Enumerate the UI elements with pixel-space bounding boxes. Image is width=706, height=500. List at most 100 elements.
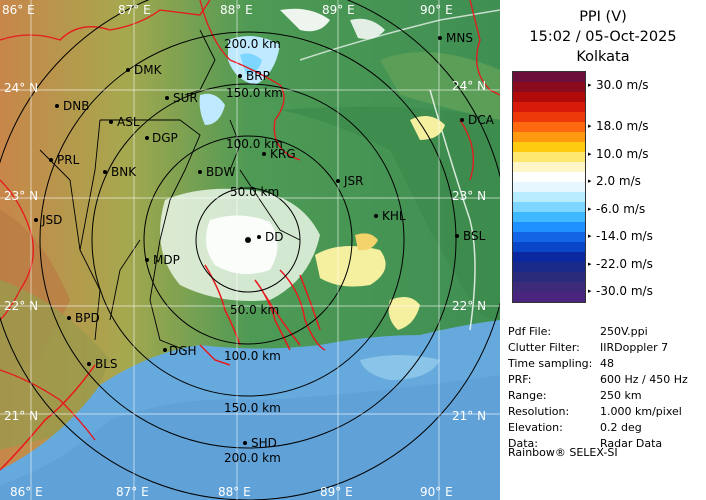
metadata-key: Pdf File: (508, 325, 552, 338)
colorbar-swatch (513, 92, 585, 103)
metadata-value: 0.2 deg (600, 421, 642, 434)
metadata-value: Radar Data (600, 437, 663, 450)
colorbar-tick-icon: ▸ (588, 177, 592, 185)
lon-label: 88° E (220, 3, 253, 17)
svg-text:SUR: SUR (173, 91, 198, 105)
metadata-key: Elevation: (508, 421, 563, 434)
colorbar-swatch (513, 262, 585, 273)
svg-text:ASL: ASL (117, 115, 140, 129)
svg-text:MNS: MNS (446, 31, 473, 45)
lon-label: 86° E (10, 485, 43, 499)
metadata-value: IIRDoppler 7 (600, 341, 669, 354)
range-label: 50.0 km (230, 303, 279, 317)
radar-site-marker (245, 237, 251, 243)
city-khl: KHL (374, 209, 406, 223)
city-sur: SUR (165, 91, 198, 105)
city-krg: KRG (262, 147, 296, 161)
lon-label: 90° E (420, 3, 453, 17)
velocity-colorbar (512, 71, 586, 303)
colorbar-swatch (513, 252, 585, 263)
colorbar-swatch (513, 242, 585, 253)
svg-text:JSR: JSR (343, 174, 364, 188)
colorbar-swatch (513, 72, 585, 83)
lat-label: 22° N (4, 299, 38, 313)
colorbar-swatch (513, 202, 585, 213)
svg-text:DMK: DMK (134, 63, 163, 77)
colorbar-swatch (513, 102, 585, 113)
svg-text:BPD: BPD (75, 311, 100, 325)
colorbar-label: 30.0 m/s (596, 78, 649, 92)
metadata-key: PRF: (508, 373, 532, 386)
range-label: 100.0 km (226, 137, 283, 151)
lat-label: 21° N (4, 409, 38, 423)
colorbar-swatch (513, 142, 585, 153)
colorbar-swatch (513, 232, 585, 243)
colorbar-tick-icon: ▸ (588, 287, 592, 295)
svg-text:SHD: SHD (251, 436, 277, 450)
colorbar-swatch (513, 282, 585, 293)
metadata-key: Range: (508, 389, 547, 402)
metadata-key: Clutter Filter: (508, 341, 580, 354)
metadata-value: 1.000 km/pixel (600, 405, 682, 418)
city-bpd: BPD (67, 311, 100, 325)
svg-text:BLS: BLS (95, 357, 118, 371)
svg-text:DGP: DGP (152, 131, 178, 145)
svg-text:DCA: DCA (468, 113, 495, 127)
city-dgh: DGH (163, 344, 197, 358)
city-mdp: MDP (145, 253, 180, 267)
svg-text:DGH: DGH (169, 344, 197, 358)
delta-lowland (280, 106, 500, 321)
colorbar-tick-icon: ▸ (588, 81, 592, 89)
city-dmk: DMK (126, 63, 163, 77)
lon-label: 86° E (2, 3, 35, 17)
colorbar-swatch (513, 152, 585, 163)
colorbar-swatch (513, 272, 585, 283)
city-bnk: BNK (103, 165, 137, 179)
colorbar-swatch (513, 182, 585, 193)
colorbar-label: -30.0 m/s (596, 284, 653, 298)
city-jsd: JSD (34, 213, 62, 227)
range-label: 200.0 km (224, 37, 281, 51)
svg-text:BDW: BDW (206, 165, 235, 179)
metadata-value: 250 km (600, 389, 642, 402)
colorbar-label: -6.0 m/s (596, 202, 646, 216)
city-brp: BRP (238, 69, 270, 83)
metadata-key: Time sampling: (508, 357, 593, 370)
radar-map: 86° E 87° E 88° E 89° E 90° E 86° E 87° … (0, 0, 500, 500)
lat-label: 24° N (452, 79, 486, 93)
lon-label: 89° E (320, 485, 353, 499)
lat-label: 21° N (452, 409, 486, 423)
range-label: 50.0 km (230, 185, 279, 199)
station-title: Kolkata (576, 49, 630, 65)
city-bls: BLS (87, 357, 118, 371)
lon-labels-top: 86° E 87° E 88° E 89° E 90° E (2, 3, 453, 17)
graticule (0, 0, 500, 500)
svg-text:KHL: KHL (382, 209, 406, 223)
colorbar-swatch (513, 292, 585, 302)
lon-label: 87° E (116, 485, 149, 499)
colorbar-swatch (513, 132, 585, 143)
metadata-key: Resolution: (508, 405, 570, 418)
range-labels: 50.0 km 100.0 km 150.0 km 200.0 km 50.0 … (224, 37, 283, 465)
lat-labels-left: 24° N 23° N 22° N 21° N (4, 81, 38, 423)
colorbar-tick-icon: ▸ (588, 232, 592, 240)
lat-labels-right: 24° N 23° N 22° N 21° N (452, 79, 486, 423)
colorbar-label: -22.0 m/s (596, 257, 653, 271)
city-dnb: DNB (55, 99, 89, 113)
colorbar-swatch (513, 212, 585, 223)
svg-text:DNB: DNB (63, 99, 89, 113)
colorbar-tick-icon: ▸ (588, 150, 592, 158)
colorbar-swatch (513, 82, 585, 93)
colorbar-swatch (513, 122, 585, 133)
city-bdw: BDW (198, 165, 235, 179)
city-bsl: BSL (455, 229, 486, 243)
footer-credit: Rainbow® SELEX-SI (508, 446, 618, 459)
colorbar-label: 18.0 m/s (596, 119, 649, 133)
range-label: 150.0 km (226, 86, 283, 100)
city-dd: DD (257, 230, 283, 244)
radar-echoes (160, 8, 445, 380)
range-rings (0, 0, 500, 500)
radar-map-svg: 86° E 87° E 88° E 89° E 90° E 86° E 87° … (0, 0, 500, 500)
range-label: 100.0 km (224, 349, 281, 363)
lon-label: 87° E (118, 3, 151, 17)
